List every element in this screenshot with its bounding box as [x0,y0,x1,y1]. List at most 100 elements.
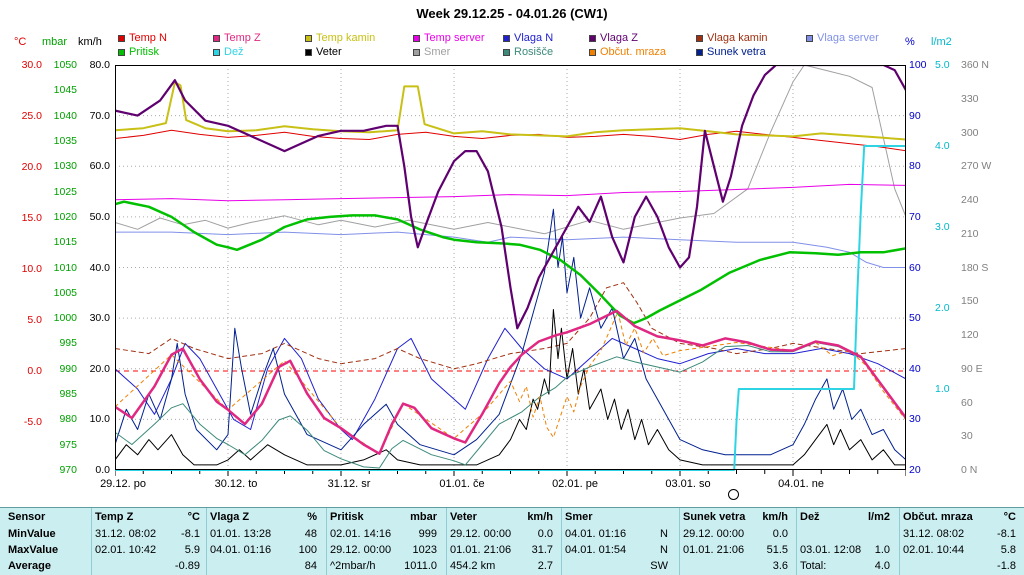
legend-item-rosisce: Rosišče [503,46,553,58]
legend-item-temp_z: Temp Z [213,32,261,44]
axis-tick-kmh: 0.0 [95,464,110,476]
axis-tick-deg: 330 [961,92,979,105]
axis-tick-kmh: 10.0 [89,413,110,426]
axis-tick-deg: 120 [961,329,979,341]
series-vlaga_kamin [115,282,906,370]
axis-tick-mbar: 975 [59,438,77,451]
axis-tick-kmh: 30.0 [89,312,110,325]
stats-cell: Dež [800,511,820,523]
legend-swatch-obcut_mraza [589,49,596,56]
x-axis-label: 29.12. po [100,478,146,490]
axis-tick-pct: 40 [909,362,921,375]
stats-cell: 01.01. 21:06 [683,544,745,556]
axis-tick-mbar: 980 [59,413,77,426]
table-column-divider [446,508,447,575]
series-smer [115,65,906,235]
stats-cell: -1.8 [997,560,1016,572]
stats-cell: 84 [304,560,317,572]
table-column-divider [91,508,92,575]
axis-tick-deg: 240 [961,194,979,206]
stats-cell: Total: [800,560,827,572]
axis-tick-deg: 300 [961,126,979,139]
stats-cell: 5.8 [1000,544,1016,556]
axis-tick-deg: 30 [961,430,973,443]
legend-item-dez: Dež [213,46,244,58]
stats-cell: Temp Z [95,511,134,523]
series-vlaga_z [115,65,906,330]
full-moon-icon [728,489,739,500]
stats-cell: 0.0 [772,528,788,540]
axis-tick-lm2: 2.0 [935,302,950,314]
x-axis-label: 02.01. pe [552,478,598,490]
stats-cell: 454.2 km [450,560,496,572]
stats-cell: -8.1 [181,528,200,540]
axis-tick-mbar: 1030 [53,160,77,173]
plot-frame [115,65,906,470]
axis-tick-mbar: 1020 [53,210,77,223]
legend-swatch-pritisk [118,49,125,56]
stats-cell: 51.5 [766,544,788,556]
axis-tick-pct: 90 [909,109,921,122]
axis-tick-lm2: 1.0 [935,383,950,395]
x-axis-label: 30.12. to [214,478,258,490]
axis-tick-mbar: 990 [59,362,77,375]
axis-unit-pct: % [905,36,915,48]
legend-swatch-smer [413,49,420,56]
stats-cell: 1.0 [874,544,890,556]
axis-tick-mbar: 1050 [53,59,77,71]
stats-cell: N [660,528,668,540]
legend-item-vlaga_n: Vlaga N [503,32,553,44]
axis-unit-mbar: mbar [42,36,68,48]
stats-cell: 4.0 [874,560,890,572]
stats-cell: 04.01. 01:54 [565,544,627,556]
table-column-divider [899,508,900,575]
legend-swatch-temp_z [213,35,220,42]
axis-tick-pct: 20 [909,464,921,476]
legend-swatch-rosisce [503,49,510,56]
stats-cell: 1011.0 [404,560,437,572]
series-pritisk [115,200,906,325]
axis-tick-deg: 150 [961,295,979,308]
legend-swatch-temp_n [118,35,125,42]
stats-table: Sensor MinValue MaxValue Average Temp Z °C 31.… [0,507,1024,575]
axis-tick-pct: 80 [909,160,921,173]
stats-cell: % [307,511,317,523]
stats-cell: l/m2 [867,511,890,523]
stats-cell: N [660,544,668,556]
axis-tick-mbar: 1045 [53,84,77,97]
axis-tick-kmh: 50.0 [89,210,110,223]
stats-cell: 1023 [412,544,437,556]
stats-cell: Pritisk [330,511,364,523]
axis-tick-pct: 30 [909,413,921,426]
axis-unit-lm2: l/m2 [931,36,952,48]
axis-tick-tempC: 15.0 [21,212,42,224]
stats-cell: 02.01. 14:16 [330,528,392,540]
stats-cell: 01.01. 21:06 [450,544,512,556]
stats-cell: 31.7 [531,544,553,556]
legend-item-pritisk: Pritisk [118,46,159,58]
stats-cell: MaxValue [8,544,59,556]
axis-tick-tempC: 25.0 [21,110,42,122]
legend-item-vlaga_z: Vlaga Z [589,32,638,44]
x-axis-label: 03.01. so [665,478,711,490]
axis-tick-mbar: 1000 [53,312,77,325]
legend-swatch-temp_kamin [305,35,312,42]
axis-tick-tempC: 0.0 [27,365,42,377]
legend-item-veter: Veter [305,46,342,58]
axis-tick-deg: 210 [961,227,979,240]
axis-tick-mbar: 970 [59,464,77,476]
stats-cell: 02.01. 10:42 [95,544,157,556]
axis-tick-pct: 100 [909,59,927,71]
legend-swatch-vlaga_server [806,35,813,42]
stats-cell: 100 [298,544,317,556]
series-vlaga_n [115,327,906,441]
axis-tick-kmh: 40.0 [89,261,110,274]
legend-swatch-temp_server [413,35,420,42]
stats-cell: Občut. mraza [903,511,973,523]
stats-cell: Average [8,560,52,572]
axis-tick-deg: 180 S [961,261,989,274]
stats-cell: 29.12. 00:00 [450,528,512,540]
stats-cell: 01.01. 13:28 [210,528,272,540]
axis-tick-kmh: 70.0 [89,109,110,122]
legend-item-temp_n: Temp N [118,32,167,44]
